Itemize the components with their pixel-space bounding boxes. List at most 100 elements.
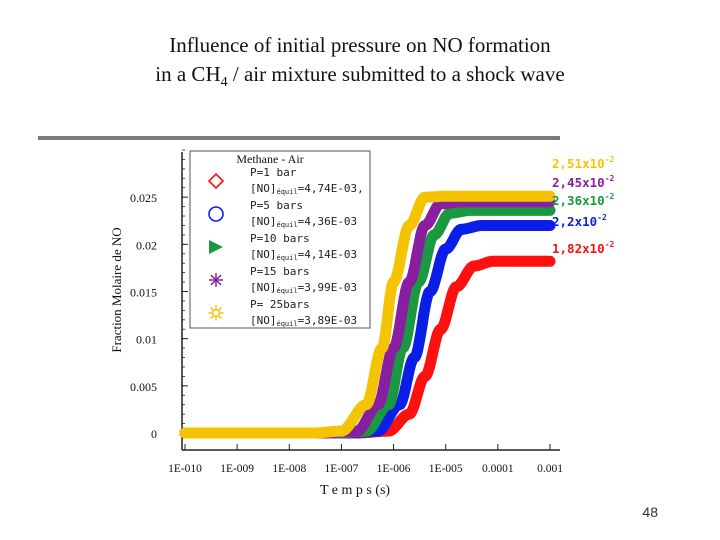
series-2-plateau-markers	[500, 205, 550, 215]
annotation-2-mantissa: 2,36x10	[552, 193, 605, 208]
legend-marker-4	[208, 305, 224, 321]
legend-label-0: P=1 bar	[250, 166, 297, 179]
series-0-plateau-marker-3-ray-1	[522, 197, 525, 201]
series-0-plateau-marker-2-ray-7	[530, 192, 533, 195]
legend-marker-2	[209, 240, 223, 254]
series-2-plateau-marker-4	[508, 205, 518, 215]
x-tick-label-6: 0.0001	[482, 463, 514, 475]
series-0-plateau-marker-2-ray-3	[525, 197, 528, 201]
legend-value-0-prefix: [NO]	[250, 182, 277, 195]
y-tick-label-0: 0	[151, 427, 157, 441]
legend-value-1-num: =4,36E-03	[298, 215, 358, 228]
legend-value-4: [NO]équil=3,89E-03	[250, 314, 357, 328]
annotation-0-exp: -2	[605, 155, 615, 164]
series-0-plateau-marker-1-ray-7	[538, 192, 541, 195]
series-0-plateau-marker-3-ray-7	[522, 192, 525, 195]
series-3-plateau-marker-3	[515, 220, 527, 231]
series-3-plateau-markers	[499, 220, 551, 231]
series-0-plateau-marker-0-core	[542, 193, 548, 200]
series-4-plateau-markers	[499, 255, 551, 267]
legend-value-1-sub: équil	[277, 221, 298, 229]
series-4-plateau-marker-5	[499, 255, 511, 267]
series-0-plateau-markers	[500, 191, 550, 202]
legend-marker-4-core	[211, 308, 221, 318]
series-0-plateau-marker-1-ray-1	[538, 197, 541, 201]
series-0-plateau-marker-3-ray-5	[517, 192, 520, 195]
annotation-1-mantissa: 2,45x10	[552, 175, 605, 190]
y-tick-label-5: 0.025	[130, 191, 157, 205]
series-3-plateau-marker-4	[507, 220, 519, 231]
legend-value-3: [NO]équil=3,99E-03	[250, 281, 357, 295]
series-0-plateau-marker-2-core	[526, 193, 532, 200]
series-3-plateau-marker-5	[499, 220, 511, 231]
legend-label-1: P=5 bars	[250, 199, 303, 212]
series-0-start-marker-core	[192, 430, 198, 436]
series-0-plateau-marker-1-ray-3	[533, 197, 536, 201]
annotation-0: 2,51x10-2	[552, 155, 615, 171]
annotation-4-exp: -2	[605, 240, 615, 249]
y-axis-label: Fraction Molaire de NO	[109, 227, 124, 352]
series-0-plateau-marker-0-ray-1	[546, 197, 549, 201]
annotation-4-mantissa: 1,82x10	[552, 241, 605, 256]
legend-marker-4-ray-5	[210, 307, 214, 311]
x-tick-label-7: 0.001	[537, 463, 563, 475]
annotation-3: 2,2x10-2	[552, 213, 607, 229]
x-tick-label-0: 1E-010	[168, 463, 202, 475]
series-4-plateau-marker-0	[539, 255, 551, 267]
series-0-plateau-marker-4	[508, 191, 518, 202]
legend-value-4-num: =3,89E-03	[298, 314, 358, 327]
legend-value-0: [NO]équil=4,74E-03,	[250, 182, 364, 196]
y-tick-label-3: 0.015	[130, 286, 157, 300]
series-0-plateau-marker-3-core	[518, 193, 524, 200]
legend-marker-4-ray-7	[218, 307, 222, 311]
series-4-plateau-marker-1	[531, 255, 543, 267]
series-0-plateau-marker-2-ray-1	[530, 197, 533, 201]
series-0-plateau-marker-1-core	[534, 193, 540, 200]
series-0-plateau-marker-2-ray-5	[525, 192, 528, 195]
series-0-plateau-marker-4-core	[510, 193, 516, 200]
x-tick-label-1: 1E-009	[220, 463, 254, 475]
series-3-plateau-marker-1	[531, 220, 543, 231]
series-0-line	[179, 190, 556, 439]
annotation-0-mantissa: 2,51x10	[552, 156, 605, 171]
annotation-1: 2,45x10-2	[552, 174, 615, 190]
legend-title: Methane - Air	[236, 152, 303, 166]
y-tick-label-1: 0.005	[130, 380, 157, 394]
legend-label-3: P=15 bars	[250, 265, 310, 278]
legend-value-0-sub: équil	[277, 188, 298, 196]
series-0-start-marker-ray-1	[196, 434, 199, 437]
x-axis-label: T e m p s (s)	[320, 483, 390, 498]
annotation-3-exp: -2	[597, 213, 607, 222]
legend-value-1-prefix: [NO]	[250, 215, 277, 228]
legend-box	[189, 150, 371, 329]
annotation-2-exp: -2	[605, 192, 615, 201]
series-4-plateau-marker-4	[507, 255, 519, 267]
series-0-plateau-marker-5-ray-5	[501, 192, 504, 195]
series-0-plateau-marker-0-ray-5	[541, 192, 544, 195]
legend-value-4-sub: équil	[277, 320, 298, 328]
series-0	[179, 190, 556, 439]
legend-label-2: P=10 bars	[250, 232, 310, 245]
series-4-plateau-marker-2	[523, 255, 535, 267]
series-2-plateau-marker-3	[516, 205, 526, 215]
legend-value-4-prefix: [NO]	[250, 314, 277, 327]
x-tick-label-5: 1E-005	[429, 463, 463, 475]
annotation-1-exp: -2	[605, 174, 615, 183]
series-2-plateau-marker-2	[524, 205, 534, 215]
series-0-start-marker-ray-3	[191, 434, 194, 437]
legend-marker-3-stroke-3	[210, 274, 222, 286]
x-tick-label-3: 1E-007	[324, 463, 358, 475]
y-tick-label-4: 0.02	[136, 238, 157, 252]
legend-marker-4-ray-3	[210, 315, 214, 319]
series-2-plateau-marker-0	[540, 205, 550, 215]
legend-label-4: P= 25bars	[250, 298, 310, 311]
legend-value-2: [NO]équil=4,14E-03	[250, 248, 357, 262]
series-0-plateau-marker-5-ray-7	[506, 192, 509, 195]
x-tick-label-2: 1E-008	[272, 463, 306, 475]
chart-title-line1: Influence of initial pressure on NO form…	[169, 33, 551, 57]
series-0-start-marker-ray-7	[196, 429, 199, 432]
legend-value-2-prefix: [NO]	[250, 248, 277, 261]
slide-number: 48	[642, 504, 658, 520]
